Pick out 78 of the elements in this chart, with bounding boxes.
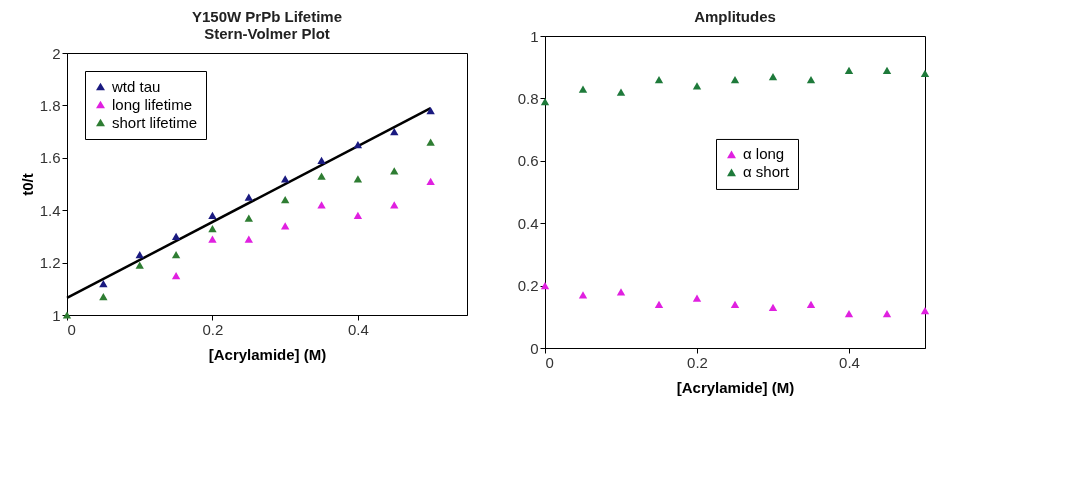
legend-label: wtd tau: [111, 77, 161, 95]
point: [317, 156, 326, 165]
x-tick-label: 0: [545, 353, 554, 371]
x-tick-label: 0.2: [687, 353, 708, 371]
point: [540, 281, 550, 290]
y-tick-label: 0.6: [517, 152, 539, 170]
point: [208, 235, 217, 243]
point: [844, 310, 854, 318]
point: [882, 310, 892, 318]
point: [654, 76, 664, 84]
point: [426, 138, 435, 146]
legend-label: α long: [743, 145, 785, 163]
point: [208, 224, 217, 233]
point: [281, 175, 290, 183]
point: [730, 300, 740, 308]
point: [426, 107, 435, 115]
point: [99, 279, 108, 288]
point: [426, 177, 435, 185]
point: [281, 196, 290, 204]
x-tick-label: 0.4: [347, 320, 369, 338]
point: [616, 88, 626, 96]
chart-title: Amplitudes: [694, 8, 776, 25]
point: [171, 251, 181, 259]
x-axis-title: [Acrylamide] (M): [208, 345, 327, 363]
y-tick-label: 1.6: [39, 149, 61, 167]
point: [692, 82, 702, 90]
point: [353, 211, 363, 220]
point: [317, 201, 326, 209]
point: [208, 211, 217, 220]
point: [390, 201, 399, 209]
x-tick-label: 0: [67, 320, 76, 338]
point: [317, 172, 326, 180]
point: [730, 76, 740, 84]
point: [882, 66, 892, 74]
point: [654, 300, 664, 308]
y-axis-title: t0/t: [18, 173, 36, 196]
point: [62, 311, 72, 319]
point: [390, 127, 399, 136]
point: [578, 291, 588, 299]
point: [806, 300, 816, 308]
legend-label: α short: [743, 163, 791, 181]
point: [244, 214, 253, 222]
y-tick-label: 1.4: [39, 201, 61, 219]
point: [244, 193, 253, 201]
point: [540, 97, 550, 106]
point: [135, 261, 144, 269]
point: [578, 85, 588, 93]
y-tick-label: 2: [52, 44, 61, 62]
y-tick-label: 1: [530, 27, 539, 45]
point: [353, 141, 363, 149]
point: [806, 76, 816, 84]
y-tick-label: 0.8: [517, 89, 539, 107]
point: [844, 66, 854, 74]
x-tick-label: 0.4: [839, 353, 860, 371]
point: [920, 306, 930, 315]
y-tick-label: 1.2: [39, 254, 61, 272]
point: [171, 272, 181, 280]
legend-label: long lifetime: [112, 95, 193, 113]
point: [353, 175, 363, 183]
point: [920, 69, 930, 78]
point: [99, 293, 108, 301]
point: [244, 235, 253, 243]
point: [281, 222, 290, 230]
y-tick-label: 0.2: [517, 277, 539, 295]
point: [171, 232, 181, 241]
x-tick-label: 0.2: [202, 320, 224, 338]
y-tick-label: 1.8: [39, 96, 61, 114]
point: [692, 294, 702, 302]
point: [135, 251, 144, 259]
y-tick-label: 1: [52, 306, 61, 324]
x-axis-title: [Acrylamide] (M): [676, 378, 795, 396]
legend-label: short lifetime: [112, 113, 198, 131]
chart-title: Y150W PrPb Lifetime Stern-Volmer Plot: [191, 8, 343, 42]
point: [390, 167, 399, 175]
y-tick-label: 0.4: [517, 214, 539, 232]
point: [768, 72, 778, 81]
point: [768, 303, 778, 312]
y-tick-label: 0: [530, 339, 539, 357]
